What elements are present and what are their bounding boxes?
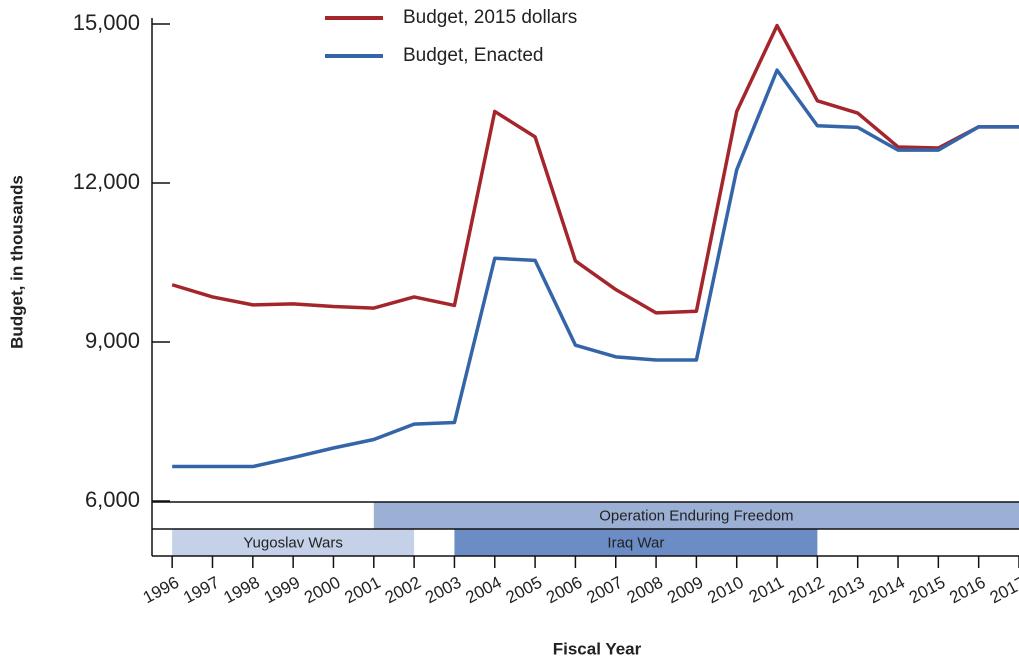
x-tick-label: 2016 bbox=[946, 573, 988, 608]
period-label: Operation Enduring Freedom bbox=[599, 507, 793, 524]
x-tick-label: 2000 bbox=[301, 573, 343, 608]
x-tick-label: 2003 bbox=[422, 573, 464, 608]
x-tick-label: 2012 bbox=[785, 573, 827, 608]
x-tick-label: 2007 bbox=[583, 573, 625, 608]
y-tick-label: 6,000 bbox=[85, 487, 140, 512]
x-tick-label: 2013 bbox=[825, 573, 867, 608]
y-axis-label: Budget, in thousands bbox=[7, 175, 26, 349]
series-line bbox=[171, 23, 1019, 315]
x-tick-label: 1999 bbox=[261, 573, 303, 608]
x-tick-label: 2002 bbox=[382, 573, 424, 608]
x-axis-label: Fiscal Year bbox=[553, 639, 642, 658]
x-tick-label: 2009 bbox=[664, 573, 706, 608]
x-tick-label: 1997 bbox=[180, 573, 222, 608]
x-tick-label: 2014 bbox=[866, 573, 908, 608]
x-tick-label: 2004 bbox=[462, 573, 504, 608]
x-tick-label: 2005 bbox=[503, 573, 545, 608]
legend-label: Budget, Enacted bbox=[403, 45, 544, 66]
x-tick-label: 2008 bbox=[624, 573, 666, 608]
x-tick-label: 2015 bbox=[906, 573, 948, 608]
y-tick-label: 15,000 bbox=[73, 10, 140, 35]
x-tick-label: 2017 bbox=[987, 573, 1019, 608]
x-tick-label: 2006 bbox=[543, 573, 585, 608]
x-tick-label: 1998 bbox=[220, 573, 262, 608]
x-tick-label: 1996 bbox=[140, 573, 182, 608]
series-line bbox=[172, 68, 1019, 469]
x-tick-label: 2011 bbox=[746, 573, 787, 607]
y-tick-label: 9,000 bbox=[85, 328, 140, 353]
period-label: Yugoslav Wars bbox=[243, 534, 343, 551]
x-tick-label: 2010 bbox=[704, 573, 746, 608]
x-tick-label: 2001 bbox=[341, 573, 383, 608]
y-tick-label: 12,000 bbox=[73, 169, 140, 194]
period-band bbox=[172, 529, 415, 556]
legend-label: Budget, 2015 dollars bbox=[403, 7, 577, 28]
period-label: Iraq War bbox=[607, 534, 664, 551]
period-band bbox=[373, 502, 1019, 529]
period-band bbox=[454, 529, 818, 556]
